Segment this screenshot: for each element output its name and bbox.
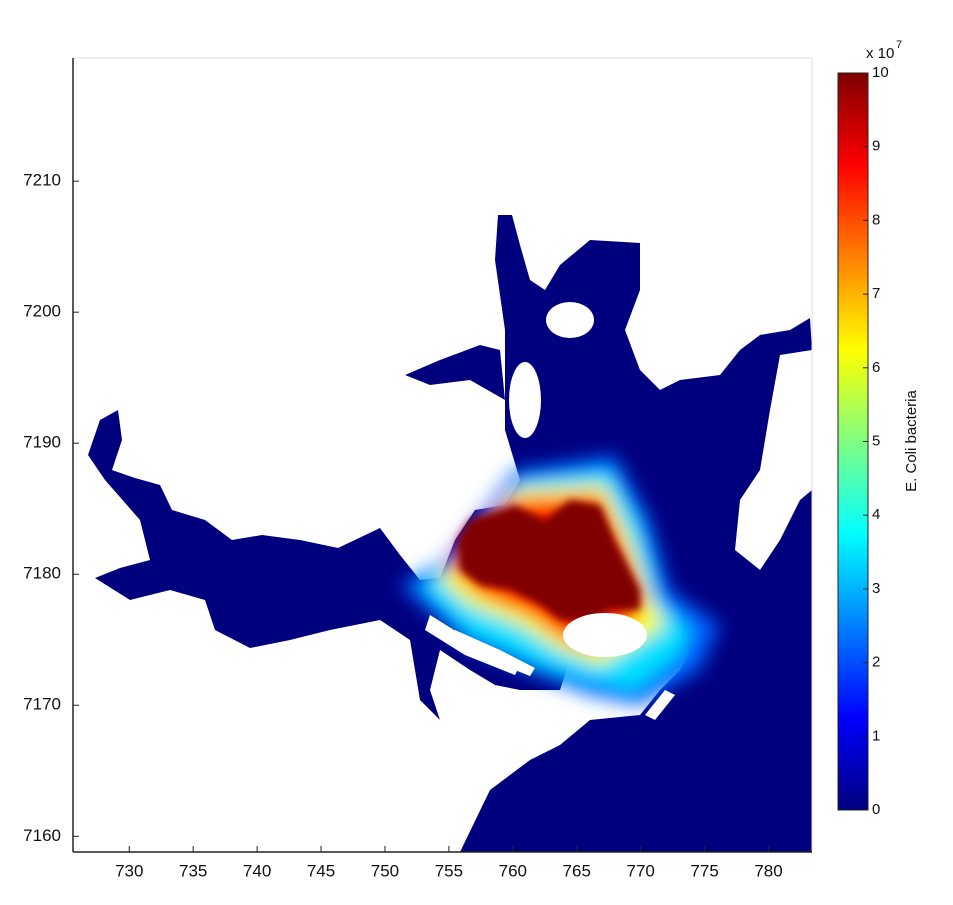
colorbar-tick-label: 5 bbox=[872, 432, 880, 449]
x-tick-label: 770 bbox=[626, 861, 654, 880]
x-tick-label: 745 bbox=[307, 861, 335, 880]
colorbar-tick-label: 6 bbox=[872, 359, 880, 376]
y-tick-label: 7200 bbox=[23, 302, 61, 321]
colorbar-tick-label: 4 bbox=[872, 506, 880, 523]
y-tick-label: 7210 bbox=[23, 171, 61, 190]
x-tick-label: 755 bbox=[435, 861, 463, 880]
x-tick-label: 730 bbox=[115, 861, 143, 880]
x-tick-label: 760 bbox=[499, 861, 527, 880]
colorbar-exponent: 7 bbox=[896, 39, 902, 51]
x-tick-label: 765 bbox=[563, 861, 591, 880]
colorbar-multiplier: x 10 bbox=[866, 45, 894, 62]
colorbar-tick-label: 7 bbox=[872, 285, 880, 302]
island bbox=[563, 613, 647, 657]
y-tick-label: 7160 bbox=[23, 826, 61, 845]
x-tick-label: 780 bbox=[754, 861, 782, 880]
colorbar-tick-label: 9 bbox=[872, 138, 880, 155]
island bbox=[450, 630, 535, 676]
water bbox=[88, 215, 812, 852]
x-tick-label: 775 bbox=[690, 861, 718, 880]
y-tick-label: 7190 bbox=[23, 433, 61, 452]
island bbox=[509, 362, 541, 438]
island bbox=[546, 302, 594, 338]
colorbar-tick-label: 1 bbox=[872, 727, 880, 744]
colorbar-tick-label: 2 bbox=[872, 654, 880, 671]
x-tick-label: 740 bbox=[243, 861, 271, 880]
map bbox=[88, 215, 812, 852]
colorbar-tick-label: 10 bbox=[872, 64, 889, 81]
y-tick-label: 7170 bbox=[23, 695, 61, 714]
island bbox=[645, 690, 675, 720]
y-tick-label: 7180 bbox=[23, 564, 61, 583]
colorbar-label: E. Coli bacteria bbox=[903, 389, 920, 491]
x-tick-label: 750 bbox=[371, 861, 399, 880]
x-tick-label: 735 bbox=[179, 861, 207, 880]
colorbar-tick-label: 8 bbox=[872, 211, 880, 228]
colorbar-tick-label: 0 bbox=[872, 801, 880, 818]
river-arm bbox=[405, 345, 505, 400]
colorbar-tick-label: 3 bbox=[872, 580, 880, 597]
plume-core bbox=[458, 500, 640, 622]
